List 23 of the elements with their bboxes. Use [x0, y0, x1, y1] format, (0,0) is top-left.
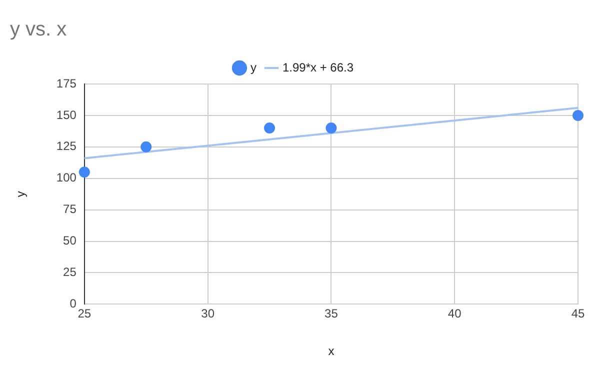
point [572, 110, 584, 121]
legend-label: y [250, 60, 256, 74]
point [78, 166, 90, 178]
x-axis-title: x [328, 344, 334, 358]
point [326, 122, 337, 134]
y-tick-label: 125 [56, 139, 77, 154]
y-tick-label: 150 [56, 108, 77, 122]
x-tick-label: 35 [324, 306, 338, 321]
y-tick-label: 75 [63, 202, 77, 216]
x-tick-label: 45 [571, 306, 585, 321]
chart-title: y vs. x [10, 18, 67, 41]
y-tick-label: 50 [63, 234, 77, 248]
x-tick-label: 25 [78, 306, 92, 321]
y-tick-label: 0 [70, 296, 77, 311]
y-axis-title: y [14, 191, 28, 198]
x-tick-label: 30 [201, 306, 215, 321]
y-tick-label: 175 [56, 76, 77, 90]
point [140, 141, 152, 152]
y-tick-label: 25 [63, 265, 77, 280]
y-tick-label: 100 [56, 170, 77, 185]
x-tick-label: 40 [448, 306, 462, 321]
point [264, 122, 276, 134]
legend-label: 1.99*x + 66.3 [282, 60, 354, 74]
